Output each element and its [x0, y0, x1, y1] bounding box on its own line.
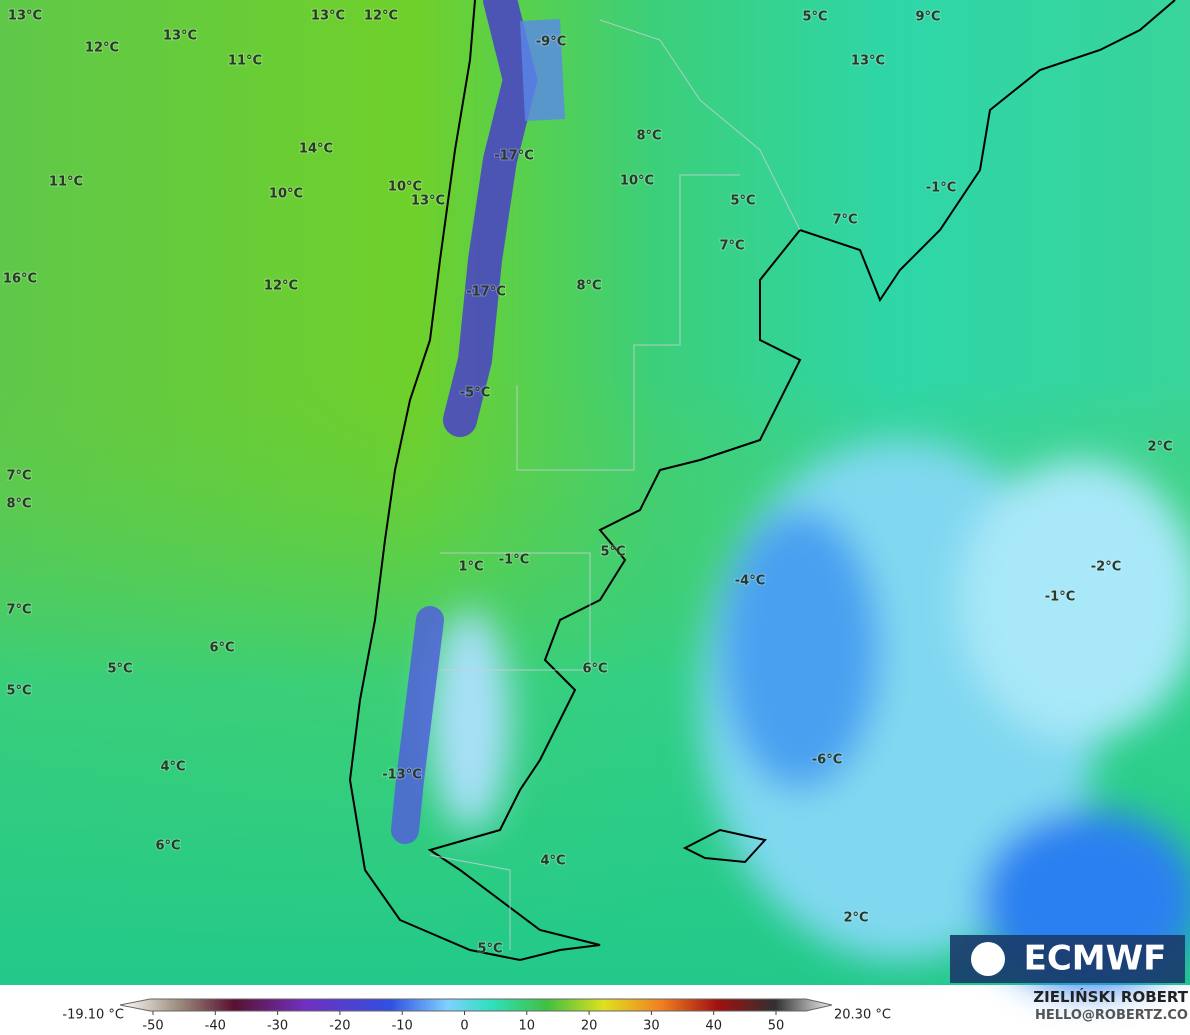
temperature-label: 5°C: [6, 684, 31, 699]
temperature-label: 7°C: [6, 469, 31, 484]
temperature-label: 4°C: [160, 760, 185, 775]
temperature-label: 13°C: [851, 54, 885, 69]
temperature-label: -17°C: [494, 149, 534, 164]
colorbar-tick-label: -40: [205, 1019, 226, 1034]
temperature-label: 14°C: [299, 142, 333, 157]
temperature-labels: 13°C 13°C 12°C 13°C 12°C 11°C -9°C 5°C 9°C 13°C 14…: [2, 8, 1174, 958]
temperature-label: -5°C: [460, 386, 490, 401]
colorbar-tick-label: 10: [519, 1019, 536, 1034]
temperature-label: -4°C: [735, 574, 765, 589]
temperature-label: 13°C: [8, 9, 42, 24]
andes-cold: [443, 0, 538, 437]
temperature-label: 16°C: [3, 272, 37, 287]
temperature-label: 13°C: [163, 29, 197, 44]
temperature-label: -1°C: [499, 553, 529, 568]
andes-cold: [391, 606, 444, 844]
temperature-label: 10°C: [269, 187, 303, 202]
colorbar-max: 20.30 °C: [834, 1008, 891, 1023]
temperature-label: 5°C: [600, 545, 625, 560]
temperature-label: 1°C: [458, 560, 483, 575]
temperature-label: -17°C: [466, 285, 506, 300]
colorbar-tick-label: -50: [142, 1019, 163, 1034]
temperature-label: 13°C: [311, 9, 345, 24]
temperature-label: 6°C: [582, 662, 607, 677]
credit-name: ZIELIŃSKI ROBERT: [1033, 988, 1188, 1006]
temperature-label: 7°C: [719, 239, 744, 254]
temperature-label: 5°C: [802, 10, 827, 25]
logo-text: ECMWF: [1024, 939, 1167, 979]
temperature-label: 8°C: [576, 279, 601, 294]
temperature-label: 9°C: [915, 10, 940, 25]
temperature-label: 5°C: [477, 942, 502, 957]
temperature-label: 7°C: [832, 213, 857, 228]
islands: [682, 828, 767, 864]
temperature-label: 5°C: [107, 662, 132, 677]
temperature-label: 2°C: [843, 911, 868, 926]
temperature-label: 7°C: [6, 603, 31, 618]
temperature-label: -13°C: [382, 768, 422, 783]
temperature-label: 11°C: [49, 175, 83, 190]
coastline: [348, 0, 1176, 962]
temperature-label: -1°C: [1045, 590, 1075, 605]
logo-icon: [971, 942, 1005, 976]
colorbar-min: -19.10 °C: [62, 1008, 124, 1023]
temperature-label: 12°C: [364, 9, 398, 24]
colorbar-tick-label: 20: [581, 1019, 598, 1034]
colorbar-tick-label: -10: [392, 1019, 413, 1034]
colorbar-tick-label: 40: [705, 1019, 722, 1034]
andes-cold: [520, 19, 565, 121]
temperature-label: -1°C: [926, 181, 956, 196]
temperature-label: 2°C: [1147, 440, 1172, 455]
temperature-label: -6°C: [812, 753, 842, 768]
temperature-label: 4°C: [540, 854, 565, 869]
colorbar: [119, 998, 833, 1012]
temperature-label: 8°C: [6, 497, 31, 512]
temperature-label: 10°C: [388, 180, 422, 195]
colorbar-tick-label: 0: [460, 1019, 468, 1034]
temperature-label: -9°C: [536, 35, 566, 50]
temperature-label: 11°C: [228, 54, 262, 69]
temperature-label: 13°C: [411, 194, 445, 209]
temperature-label: 12°C: [85, 41, 119, 56]
borders: [429, 19, 801, 950]
temperature-label: 6°C: [155, 839, 180, 854]
temperature-label: 12°C: [264, 279, 298, 294]
colorbar-ticks: -50 -40 -30 -20 -10 0 10 20 30 40 50: [142, 1011, 784, 1034]
colorbar-tick-label: 30: [643, 1019, 660, 1034]
credit-email: HELLO@ROBERTZ.CO: [1034, 1008, 1188, 1023]
colorbar-tick-label: -30: [267, 1019, 288, 1034]
colorbar-tick-label: 50: [768, 1019, 785, 1034]
colorbar-tick-label: -20: [329, 1019, 350, 1034]
temperature-label: 6°C: [209, 641, 234, 656]
temperature-label: -2°C: [1091, 560, 1121, 575]
temperature-label: 5°C: [730, 194, 755, 209]
temperature-label: 10°C: [620, 174, 654, 189]
temperature-label: 8°C: [636, 129, 661, 144]
